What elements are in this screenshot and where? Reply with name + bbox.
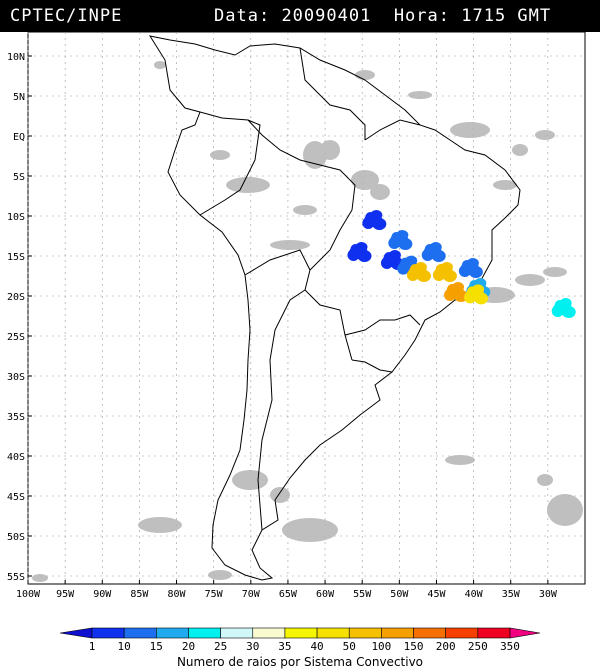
convective-system bbox=[362, 210, 387, 230]
data-label: Data: bbox=[214, 6, 271, 26]
lon-tick-label: 50W bbox=[390, 589, 409, 600]
grid-lines bbox=[27, 32, 585, 584]
legend-bar bbox=[59, 627, 541, 639]
lon-tick-label: 95W bbox=[56, 589, 75, 600]
legend-tick-label: 35 bbox=[278, 640, 291, 653]
legend-tick-label: 200 bbox=[436, 640, 456, 653]
lon-tick-label: 40W bbox=[465, 589, 484, 600]
legend-caption: Numero de raios por Sistema Convectivo bbox=[176, 655, 424, 669]
legend-tick-label: 250 bbox=[468, 640, 488, 653]
lon-tick-label: 100W bbox=[16, 589, 41, 600]
convective-system bbox=[551, 298, 576, 318]
lon-tick-label: 70W bbox=[242, 589, 261, 600]
header-bar: CPTEC/INPE Data: 20090401 Hora: 1715 GMT bbox=[0, 0, 600, 32]
cloud-cover bbox=[32, 61, 583, 582]
lat-tick-label: 50S bbox=[7, 532, 25, 543]
lat-tick-label: 40S bbox=[7, 452, 25, 463]
lon-tick-label: 65W bbox=[279, 589, 298, 600]
country-borders bbox=[199, 47, 421, 531]
legend-swatch bbox=[188, 627, 221, 639]
lat-tick-label: 35S bbox=[7, 412, 25, 423]
hora-label: Hora: bbox=[393, 6, 450, 26]
legend-arrow-right bbox=[509, 627, 541, 639]
convective-system bbox=[464, 284, 489, 305]
lon-tick-label: 80W bbox=[168, 589, 187, 600]
legend-tick-label: 350 bbox=[500, 640, 520, 653]
lon-tick-label: 85W bbox=[130, 589, 149, 600]
convective-system bbox=[432, 262, 457, 282]
legend-tick-label: 30 bbox=[246, 640, 259, 653]
legend-labels: 1 10 15 20 25 30 35 40 50 100 150 200 250 350 bbox=[89, 640, 520, 653]
lon-tick-label: 55W bbox=[353, 589, 372, 600]
lat-tick-label: 55S bbox=[7, 572, 25, 583]
lightning-map[interactable]: 10N5NEQ5S10S15S20S25S30S35S40S45S50S55S … bbox=[0, 0, 600, 620]
latitude-labels: 10N 5N EQ 5S 10S 15S 20S 25S 30S 35S 40S 45S 50S 55S bbox=[7, 52, 32, 583]
convective-system bbox=[347, 242, 372, 262]
legend-swatch bbox=[413, 627, 446, 639]
legend-tick-label: 150 bbox=[404, 640, 424, 653]
legend-swatch bbox=[316, 627, 350, 639]
lon-tick-label: 45W bbox=[427, 589, 446, 600]
legend-swatch bbox=[381, 627, 414, 639]
convective-systems bbox=[347, 210, 576, 318]
legend-tick-label: 100 bbox=[371, 640, 391, 653]
convective-system bbox=[458, 258, 483, 278]
legend-swatch bbox=[348, 627, 382, 639]
legend-swatch bbox=[252, 627, 286, 639]
legend-swatch bbox=[220, 627, 254, 639]
legend-tick-label: 1 bbox=[89, 640, 96, 653]
convective-system bbox=[406, 262, 431, 282]
time-value: 1715 GMT bbox=[461, 6, 552, 26]
lon-tick-label: 35W bbox=[502, 589, 521, 600]
lon-tick-label: 30W bbox=[539, 589, 558, 600]
legend-arrow-left bbox=[59, 627, 93, 639]
legend-tick-label: 15 bbox=[150, 640, 163, 653]
date-value: 20090401 bbox=[281, 6, 372, 26]
legend-swatch bbox=[477, 627, 511, 639]
lat-tick-label: 10N bbox=[7, 52, 25, 63]
legend-tick-label: 50 bbox=[343, 640, 356, 653]
convective-system bbox=[388, 230, 413, 250]
lat-tick-label: 45S bbox=[7, 492, 25, 503]
color-legend: 1 10 15 20 25 30 35 40 50 100 150 200 250 350 bbox=[59, 627, 541, 653]
legend-swatch bbox=[445, 627, 479, 639]
map-frame bbox=[27, 31, 586, 585]
legend-swatch bbox=[284, 627, 318, 639]
legend-swatch bbox=[91, 627, 125, 639]
lat-tick-label: 15S bbox=[7, 252, 25, 263]
legend-tick-label: 25 bbox=[214, 640, 227, 653]
lat-tick-label: 30S bbox=[7, 372, 25, 383]
coastline-south-america bbox=[148, 35, 521, 581]
source-title: CPTEC/INPE bbox=[10, 6, 123, 26]
legend-tick-label: 40 bbox=[310, 640, 323, 653]
legend-tick-label: 10 bbox=[118, 640, 131, 653]
lat-tick-label: 5S bbox=[13, 172, 25, 183]
lon-tick-label: 75W bbox=[205, 589, 224, 600]
longitude-labels: 100W 95W 90W 85W 80W 75W 70W 65W 60W 55W 50W 45W 40W… bbox=[16, 580, 558, 600]
lat-tick-label: 10S bbox=[7, 212, 25, 223]
lat-tick-label: 20S bbox=[7, 292, 25, 303]
lon-tick-label: 60W bbox=[316, 589, 335, 600]
legend-tick-label: 20 bbox=[182, 640, 195, 653]
legend-swatch bbox=[123, 627, 157, 639]
date-time-title: Data: 20090401 Hora: 1715 GMT bbox=[214, 6, 551, 26]
lat-tick-label: EQ bbox=[13, 132, 25, 143]
legend-swatch bbox=[156, 627, 189, 639]
lat-tick-label: 5N bbox=[13, 92, 25, 103]
convective-system bbox=[421, 242, 446, 262]
lat-tick-label: 25S bbox=[7, 332, 25, 343]
lon-tick-label: 90W bbox=[93, 589, 112, 600]
